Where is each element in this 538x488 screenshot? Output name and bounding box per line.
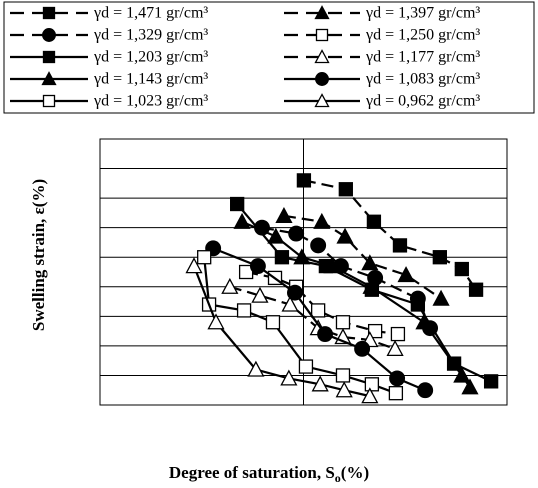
marker	[354, 340, 371, 357]
marker	[417, 382, 434, 399]
marker	[233, 212, 251, 229]
legend-box	[3, 1, 535, 114]
marker	[453, 366, 471, 383]
marker	[298, 359, 314, 374]
marker	[207, 313, 225, 330]
marker	[287, 284, 303, 301]
legend-marker	[42, 50, 56, 64]
marker	[386, 339, 404, 356]
marker	[311, 375, 329, 392]
legend-marker	[41, 71, 57, 86]
marker	[335, 381, 353, 398]
marker	[296, 173, 312, 188]
marker	[362, 277, 380, 294]
x-label-subscript: o	[335, 471, 341, 485]
legend-marker	[314, 93, 330, 108]
marker	[483, 374, 499, 389]
marker	[236, 303, 252, 318]
marker	[392, 238, 408, 253]
marker	[310, 237, 327, 254]
legend-label: γd = 1,203 gr/cm³	[93, 49, 208, 66]
marker	[336, 227, 354, 244]
x-label-suffix: (%)	[341, 463, 369, 482]
marker	[361, 387, 379, 404]
marker	[267, 227, 285, 244]
marker	[388, 386, 404, 401]
marker	[366, 214, 382, 229]
marker	[251, 286, 269, 303]
x-label-text: Degree of saturation, S	[169, 463, 335, 482]
marker	[265, 315, 281, 330]
marker	[317, 326, 334, 343]
legend-label: γd = 1,471 gr/cm³	[93, 5, 208, 22]
marker	[461, 378, 479, 395]
marker	[274, 250, 290, 265]
legend-label: γd = 1,143 gr/cm³	[93, 71, 208, 88]
marker	[415, 313, 433, 330]
legend-label: γd = 1,177 gr/cm³	[365, 49, 480, 66]
legend-label: γd = 1,023 gr/cm³	[93, 93, 208, 110]
legend-label: γd = 1,397 gr/cm³	[365, 5, 480, 22]
marker	[389, 370, 406, 387]
marker	[275, 206, 293, 223]
legend-marker	[42, 94, 56, 108]
marker	[197, 250, 212, 265]
marker	[468, 282, 484, 297]
legend-marker	[315, 72, 329, 86]
legend-label: γd = 1,083 gr/cm³	[365, 71, 480, 88]
marker	[361, 254, 379, 271]
marker	[249, 258, 266, 275]
marker	[221, 277, 239, 294]
legend-label: γd = 1,329 gr/cm³	[93, 27, 208, 44]
marker	[454, 261, 469, 277]
marker	[323, 257, 341, 274]
x-axis-label: Degree of saturation, So(%)	[169, 463, 369, 485]
marker	[390, 326, 406, 342]
legend-marker	[42, 28, 56, 42]
marker	[313, 212, 331, 229]
marker	[185, 257, 203, 274]
legend-marker	[42, 6, 56, 20]
marker	[311, 303, 326, 318]
marker	[432, 250, 447, 265]
marker	[335, 368, 351, 383]
legend-marker	[314, 49, 330, 64]
marker	[432, 289, 450, 306]
marker	[367, 323, 383, 339]
marker	[293, 248, 311, 265]
marker	[397, 266, 415, 283]
marker	[288, 225, 305, 242]
legend-marker	[314, 5, 330, 20]
legend-label: γd = 1,250 gr/cm³	[365, 27, 480, 44]
legend-marker	[315, 28, 329, 42]
marker	[410, 297, 426, 312]
marker	[230, 196, 245, 212]
marker	[364, 377, 380, 392]
marker	[281, 295, 299, 312]
marker	[247, 360, 265, 377]
marker	[338, 182, 353, 197]
marker	[280, 369, 298, 386]
marker	[335, 315, 351, 330]
y-axis-label: Swelling strain, ε(%)	[29, 179, 48, 331]
legend-label: γd = 0,962 gr/cm³	[365, 93, 480, 110]
